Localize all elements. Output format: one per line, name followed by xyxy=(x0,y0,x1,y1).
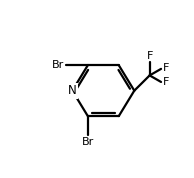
Text: F: F xyxy=(163,77,170,87)
Text: F: F xyxy=(163,64,170,74)
Text: Br: Br xyxy=(52,60,64,70)
Text: N: N xyxy=(68,84,77,97)
Text: F: F xyxy=(146,51,153,61)
Text: Br: Br xyxy=(82,137,94,147)
